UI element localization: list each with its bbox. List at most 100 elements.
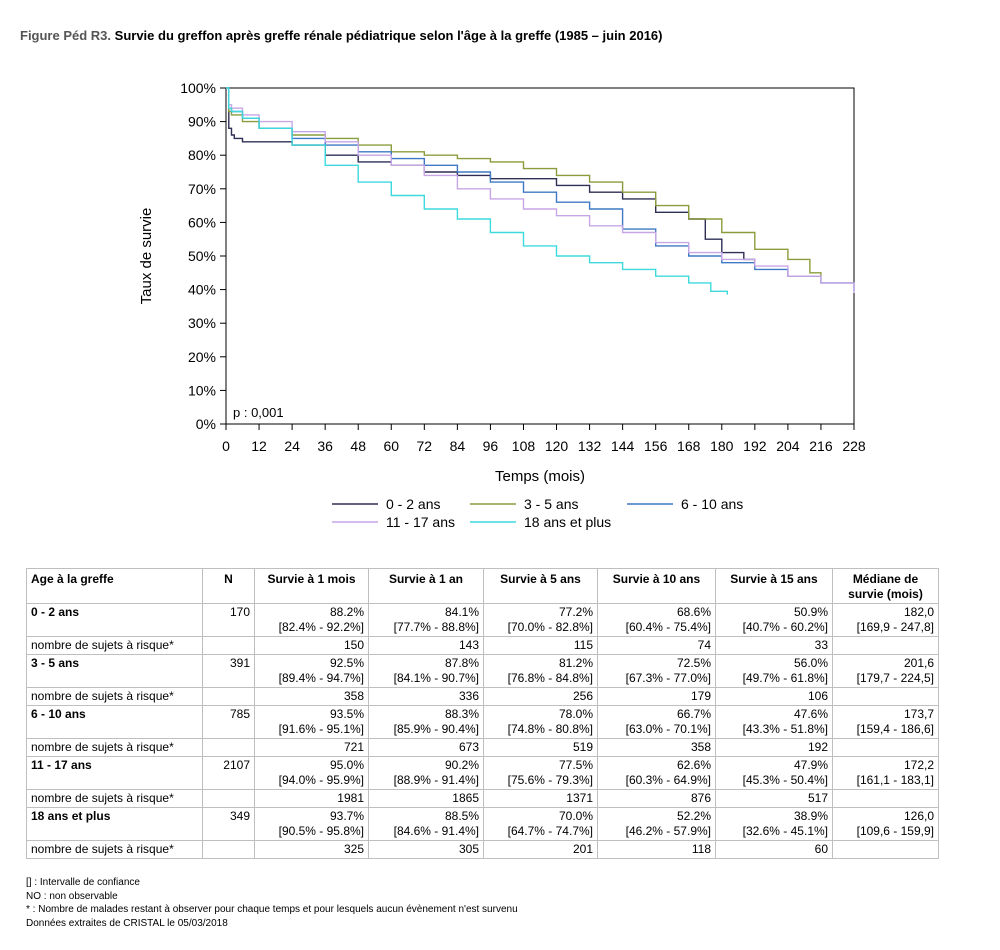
confidence-interval: [75.6% - 79.3%] <box>507 773 593 787</box>
x-tick-label: 72 <box>417 438 433 454</box>
survival-value: 47.6% <box>793 707 828 721</box>
risk-value: 1865 <box>368 789 484 808</box>
group-n: 785 <box>202 705 255 739</box>
survival-cell: 90.2% [88.9% - 91.4%] <box>368 756 484 790</box>
survival-cell: 182,0 [169,9 - 247,8] <box>832 603 939 637</box>
legend-item: 11 - 17 ans <box>332 514 455 530</box>
risk-label: nombre de sujets à risque* <box>26 738 203 757</box>
table-body: 0 - 2 ans 170 88.2% [82.4% - 92.2%] 84.1% [77… <box>26 603 939 859</box>
y-tick-label: 30% <box>188 315 216 331</box>
group-n: 391 <box>202 654 255 688</box>
y-tick-label: 70% <box>188 181 216 197</box>
survival-cell: 81.2% [76.8% - 84.8%] <box>483 654 598 688</box>
risk-empty-cell <box>202 789 255 808</box>
risk-label: nombre de sujets à risque* <box>26 687 203 706</box>
survival-cell: 93.7% [90.5% - 95.8%] <box>254 807 369 841</box>
confidence-interval: [49.7% - 61.8%] <box>742 671 828 685</box>
risk-value: 1371 <box>483 789 598 808</box>
risk-value: 74 <box>597 636 716 655</box>
risk-empty-cell <box>202 636 255 655</box>
y-tick-label: 80% <box>188 147 216 163</box>
survival-cell: 77.2% [70.0% - 82.8%] <box>483 603 598 637</box>
group-label: 0 - 2 ans <box>26 603 203 637</box>
x-tick-label: 144 <box>611 438 635 454</box>
survival-value: 62.6% <box>676 758 711 772</box>
survival-value: 84.1% <box>444 605 479 619</box>
survival-value: 88.5% <box>444 809 479 823</box>
y-tick-label: 50% <box>188 248 216 264</box>
confidence-interval: [43.3% - 51.8%] <box>742 722 828 736</box>
survival-cell: 93.5% [91.6% - 95.1%] <box>254 705 369 739</box>
x-tick-label: 24 <box>284 438 300 454</box>
confidence-interval: [76.8% - 84.8%] <box>507 671 593 685</box>
p-value-annotation: p : 0,001 <box>233 405 284 420</box>
risk-value: 118 <box>597 840 716 859</box>
risk-value: 517 <box>715 789 833 808</box>
survival-table-container: Age à la greffe N Survie à 1 mois Survie… <box>26 568 939 859</box>
legend-label: 6 - 10 ans <box>681 496 743 512</box>
confidence-interval: [88.9% - 91.4%] <box>393 773 479 787</box>
survival-cell: 72.5% [67.3% - 77.0%] <box>597 654 716 688</box>
risk-value: 1981 <box>254 789 369 808</box>
risk-value: 305 <box>368 840 484 859</box>
footnote-risk: * : Nombre de malades restant à observer… <box>26 904 518 915</box>
x-axis-label: Temps (mois) <box>495 468 585 485</box>
y-tick-label: 90% <box>188 114 216 130</box>
survival-cell: 77.5% [75.6% - 79.3%] <box>483 756 598 790</box>
legend-label: 18 ans et plus <box>524 514 611 530</box>
risk-row: nombre de sujets à risque* 150 143 115 74 33 <box>26 636 939 655</box>
survival-cell: 95.0% [94.0% - 95.9%] <box>254 756 369 790</box>
x-tick-label: 36 <box>317 438 333 454</box>
risk-empty-cell <box>202 840 255 859</box>
survival-value: 68.6% <box>676 605 711 619</box>
confidence-interval: [161,1 - 183,1] <box>856 773 934 787</box>
survival-cell: 38.9% [32.6% - 45.1%] <box>715 807 833 841</box>
confidence-interval: [70.0% - 82.8%] <box>507 620 593 634</box>
figure-number: Figure Péd R3. <box>20 28 112 43</box>
survival-value: 182,0 <box>903 605 934 619</box>
risk-value <box>832 738 939 757</box>
confidence-interval: [169,9 - 247,8] <box>856 620 934 634</box>
risk-value: 143 <box>368 636 484 655</box>
group-label: 3 - 5 ans <box>26 654 203 688</box>
confidence-interval: [85.9% - 90.4%] <box>393 722 479 736</box>
risk-value <box>832 636 939 655</box>
survival-cell: 50.9% [40.7% - 60.2%] <box>715 603 833 637</box>
confidence-interval: [84.6% - 91.4%] <box>393 824 479 838</box>
legend-label: 11 - 17 ans <box>386 514 455 530</box>
group-n: 2107 <box>202 756 255 790</box>
survival-value: 47.9% <box>793 758 828 772</box>
risk-value: 192 <box>715 738 833 757</box>
survival-value: 201,6 <box>903 656 934 670</box>
series-lines <box>226 87 855 295</box>
risk-value: 115 <box>483 636 598 655</box>
risk-label: nombre de sujets à risque* <box>26 840 203 859</box>
confidence-interval: [94.0% - 95.9%] <box>278 773 364 787</box>
risk-value <box>832 687 939 706</box>
x-tick-label: 108 <box>512 438 536 454</box>
confidence-interval: [82.4% - 92.2%] <box>278 620 364 634</box>
x-tick-label: 156 <box>644 438 668 454</box>
header-median: Médiane de survie (mois) <box>832 568 939 604</box>
survival-value: 93.7% <box>329 809 364 823</box>
survival-cell: 173,7 [159,4 - 186,6] <box>832 705 939 739</box>
table-row: 6 - 10 ans 785 93.5% [91.6% - 95.1%] 88.3% [8… <box>26 705 939 739</box>
y-tick-label: 0% <box>196 416 216 432</box>
y-axis-label: Taux de survie <box>138 208 155 305</box>
x-tick-label: 96 <box>483 438 499 454</box>
survival-cell: 88.5% [84.6% - 91.4%] <box>368 807 484 841</box>
y-tick-label: 20% <box>188 349 216 365</box>
risk-value: 876 <box>597 789 716 808</box>
risk-value: 150 <box>254 636 369 655</box>
x-tick-label: 168 <box>677 438 701 454</box>
survival-cell: 92.5% [89.4% - 94.7%] <box>254 654 369 688</box>
x-tick-label: 192 <box>743 438 767 454</box>
confidence-interval: [109,6 - 159,9] <box>856 824 934 838</box>
survival-cell: 87.8% [84.1% - 90.7%] <box>368 654 484 688</box>
survival-value: 126,0 <box>903 809 934 823</box>
x-tick-label: 60 <box>383 438 399 454</box>
survival-value: 56.0% <box>793 656 828 670</box>
x-tick-label: 120 <box>545 438 569 454</box>
survival-value: 50.9% <box>793 605 828 619</box>
risk-row: nombre de sujets à risque* 358 336 256 179 10… <box>26 687 939 706</box>
